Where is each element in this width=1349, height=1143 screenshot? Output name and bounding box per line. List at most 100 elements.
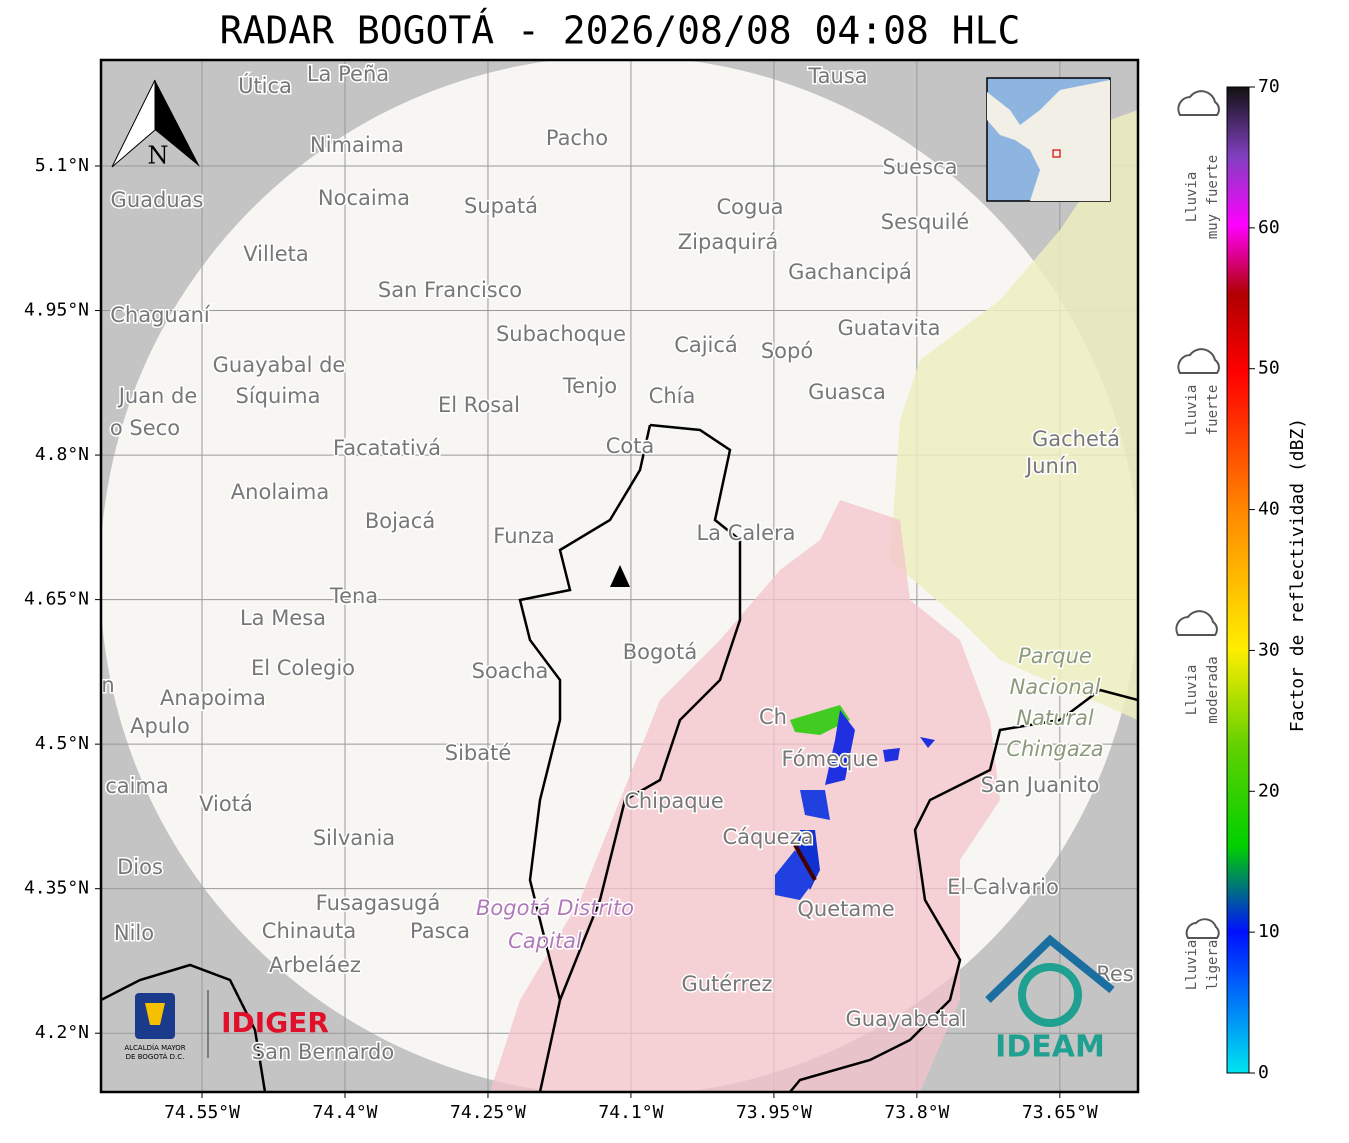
colorbar-tick-label: 50: [1258, 358, 1280, 379]
y-tick-label: 4.5°N: [35, 733, 89, 754]
place-label: Tenjo: [562, 374, 617, 398]
place-label: Arbeláez: [269, 953, 361, 977]
place-label: Natural: [1016, 706, 1094, 730]
colorbar-tick-label: 10: [1258, 921, 1280, 942]
place-label: Facatativá: [333, 436, 441, 460]
place-label: Bogotá: [623, 640, 698, 664]
place-label: Funza: [493, 524, 554, 548]
radar-echoes: [775, 705, 935, 900]
place-label: La Calera: [696, 521, 795, 545]
place-label: La Peña: [307, 62, 389, 86]
place-label: Chingaza: [1006, 737, 1103, 761]
logo-text: IDEAM: [995, 1030, 1105, 1065]
map-area: La Peña Útica Tausa Pacho Nimaima Guaduas Noca…: [101, 60, 1138, 1092]
place-label: Pacho: [546, 126, 608, 150]
north-label: N: [148, 142, 169, 170]
north-arrow: N: [111, 79, 200, 170]
title: RADAR BOGOTÁ - 2026/08/08 04:08 HLC: [220, 9, 1021, 53]
place-label: Junín: [1024, 454, 1078, 478]
place-label: Sopó: [761, 339, 813, 363]
inset-map: [986, 77, 1111, 202]
place-label: Gachancipá: [788, 260, 912, 284]
place-label: Bojacá: [365, 509, 435, 533]
place-label: Subachoque: [496, 322, 626, 346]
place-label: Anolaima: [231, 480, 329, 504]
place-label: Juan de: [117, 384, 198, 408]
rain-icons: [1175, 90, 1220, 939]
legend-label: ligera: [1205, 940, 1221, 991]
place-label: Cota: [606, 434, 655, 458]
x-tick-label: 74.55°W: [164, 1102, 240, 1123]
place-label: Sesquilé: [881, 210, 969, 234]
logo-text: ALCALDÍA MAYOR: [124, 1043, 185, 1052]
place-label: Cajicá: [674, 333, 738, 357]
place-label: Nacional: [1010, 675, 1101, 699]
place-label: caima: [105, 774, 169, 798]
logo-text: IDIGER: [221, 1006, 329, 1039]
place-label: Nimaima: [310, 133, 404, 157]
y-tick-label: 4.95°N: [24, 300, 89, 321]
place-label: Tausa: [807, 64, 867, 88]
y-tick-label: 5.1°N: [35, 155, 89, 176]
place-label: El Calvario: [947, 875, 1059, 899]
place-label: n: [101, 673, 114, 697]
legend-label: Lluvia: [1184, 665, 1200, 716]
colorbar-tick-label: 0: [1258, 1062, 1269, 1083]
place-label: Cáqueza: [723, 825, 814, 849]
x-tick-label: 73.8°W: [884, 1102, 949, 1123]
colorbar-tick-label: 30: [1258, 639, 1280, 660]
x-tick-label: 74.1°W: [598, 1102, 663, 1123]
legend-label: Lluvia: [1184, 940, 1200, 991]
boundary-sw: [101, 963, 267, 1092]
place-label: Anapoima: [160, 686, 266, 710]
place-label: Capital: [508, 929, 582, 953]
logos: ALCALDÍA MAYOR DE BOGOTÁ D.C. IDIGER IDE…: [124, 934, 1115, 1065]
place-label: Silvania: [313, 826, 395, 850]
place-label: Tena: [329, 584, 378, 608]
place-label: Chaguaní: [110, 303, 211, 327]
place-label: Cogua: [716, 195, 783, 219]
place-label: Suesca: [883, 155, 958, 179]
x-tick-label: 74.4°W: [312, 1102, 377, 1123]
place-label: San Bernardo: [252, 1040, 394, 1064]
colorbar-tick-label: 20: [1258, 780, 1280, 801]
colorbar: [1226, 86, 1250, 1074]
y-tick-label: 4.2°N: [35, 1022, 89, 1043]
y-tick-label: 4.8°N: [35, 444, 89, 465]
place-label: Pasca: [410, 919, 470, 943]
legend-label: fuerte: [1205, 385, 1221, 436]
place-label: Nocaima: [318, 186, 410, 210]
place-label: Res: [1096, 962, 1134, 986]
region-yellow: [890, 110, 1138, 720]
x-tick-label: 73.65°W: [1022, 1102, 1098, 1123]
y-tick-label: 4.35°N: [24, 878, 89, 899]
place-label: Nilo: [114, 921, 154, 945]
place-label: Sibaté: [445, 741, 512, 765]
place-label: La Mesa: [240, 606, 326, 630]
place-label: Guasca: [808, 380, 886, 404]
place-label: El Colegio: [251, 656, 355, 680]
legend-label: Lluvia: [1184, 385, 1200, 436]
place-label: Guayabal de: [213, 353, 346, 377]
place-label: Viotá: [199, 792, 253, 816]
place-label: Síquima: [236, 384, 321, 408]
legend-label: moderada: [1205, 656, 1221, 723]
x-tick-label: 74.25°W: [450, 1102, 526, 1123]
map-frame: [99, 58, 1140, 1094]
place-label: Bogotá Distrito: [476, 896, 634, 920]
logo-text: DE BOGOTÁ D.C.: [126, 1052, 185, 1061]
place-label: Fusagasugá: [316, 891, 441, 915]
place-label: Fómeque: [781, 747, 878, 771]
place-label: Quetame: [797, 897, 894, 921]
colorbar-tick-label: 40: [1258, 499, 1280, 520]
place-label: Soacha: [472, 659, 549, 683]
place-label: Guatavita: [838, 316, 941, 340]
place-label: El Rosal: [438, 393, 520, 417]
place-label: Ch: [759, 705, 787, 729]
y-tick-label: 4.65°N: [24, 589, 89, 610]
place-label: Dios: [117, 855, 163, 879]
colorbar-tick-label: 70: [1258, 76, 1280, 97]
place-label: Parque: [1018, 644, 1092, 668]
radar-site: [610, 565, 630, 587]
place-label: Chipaque: [624, 789, 724, 813]
